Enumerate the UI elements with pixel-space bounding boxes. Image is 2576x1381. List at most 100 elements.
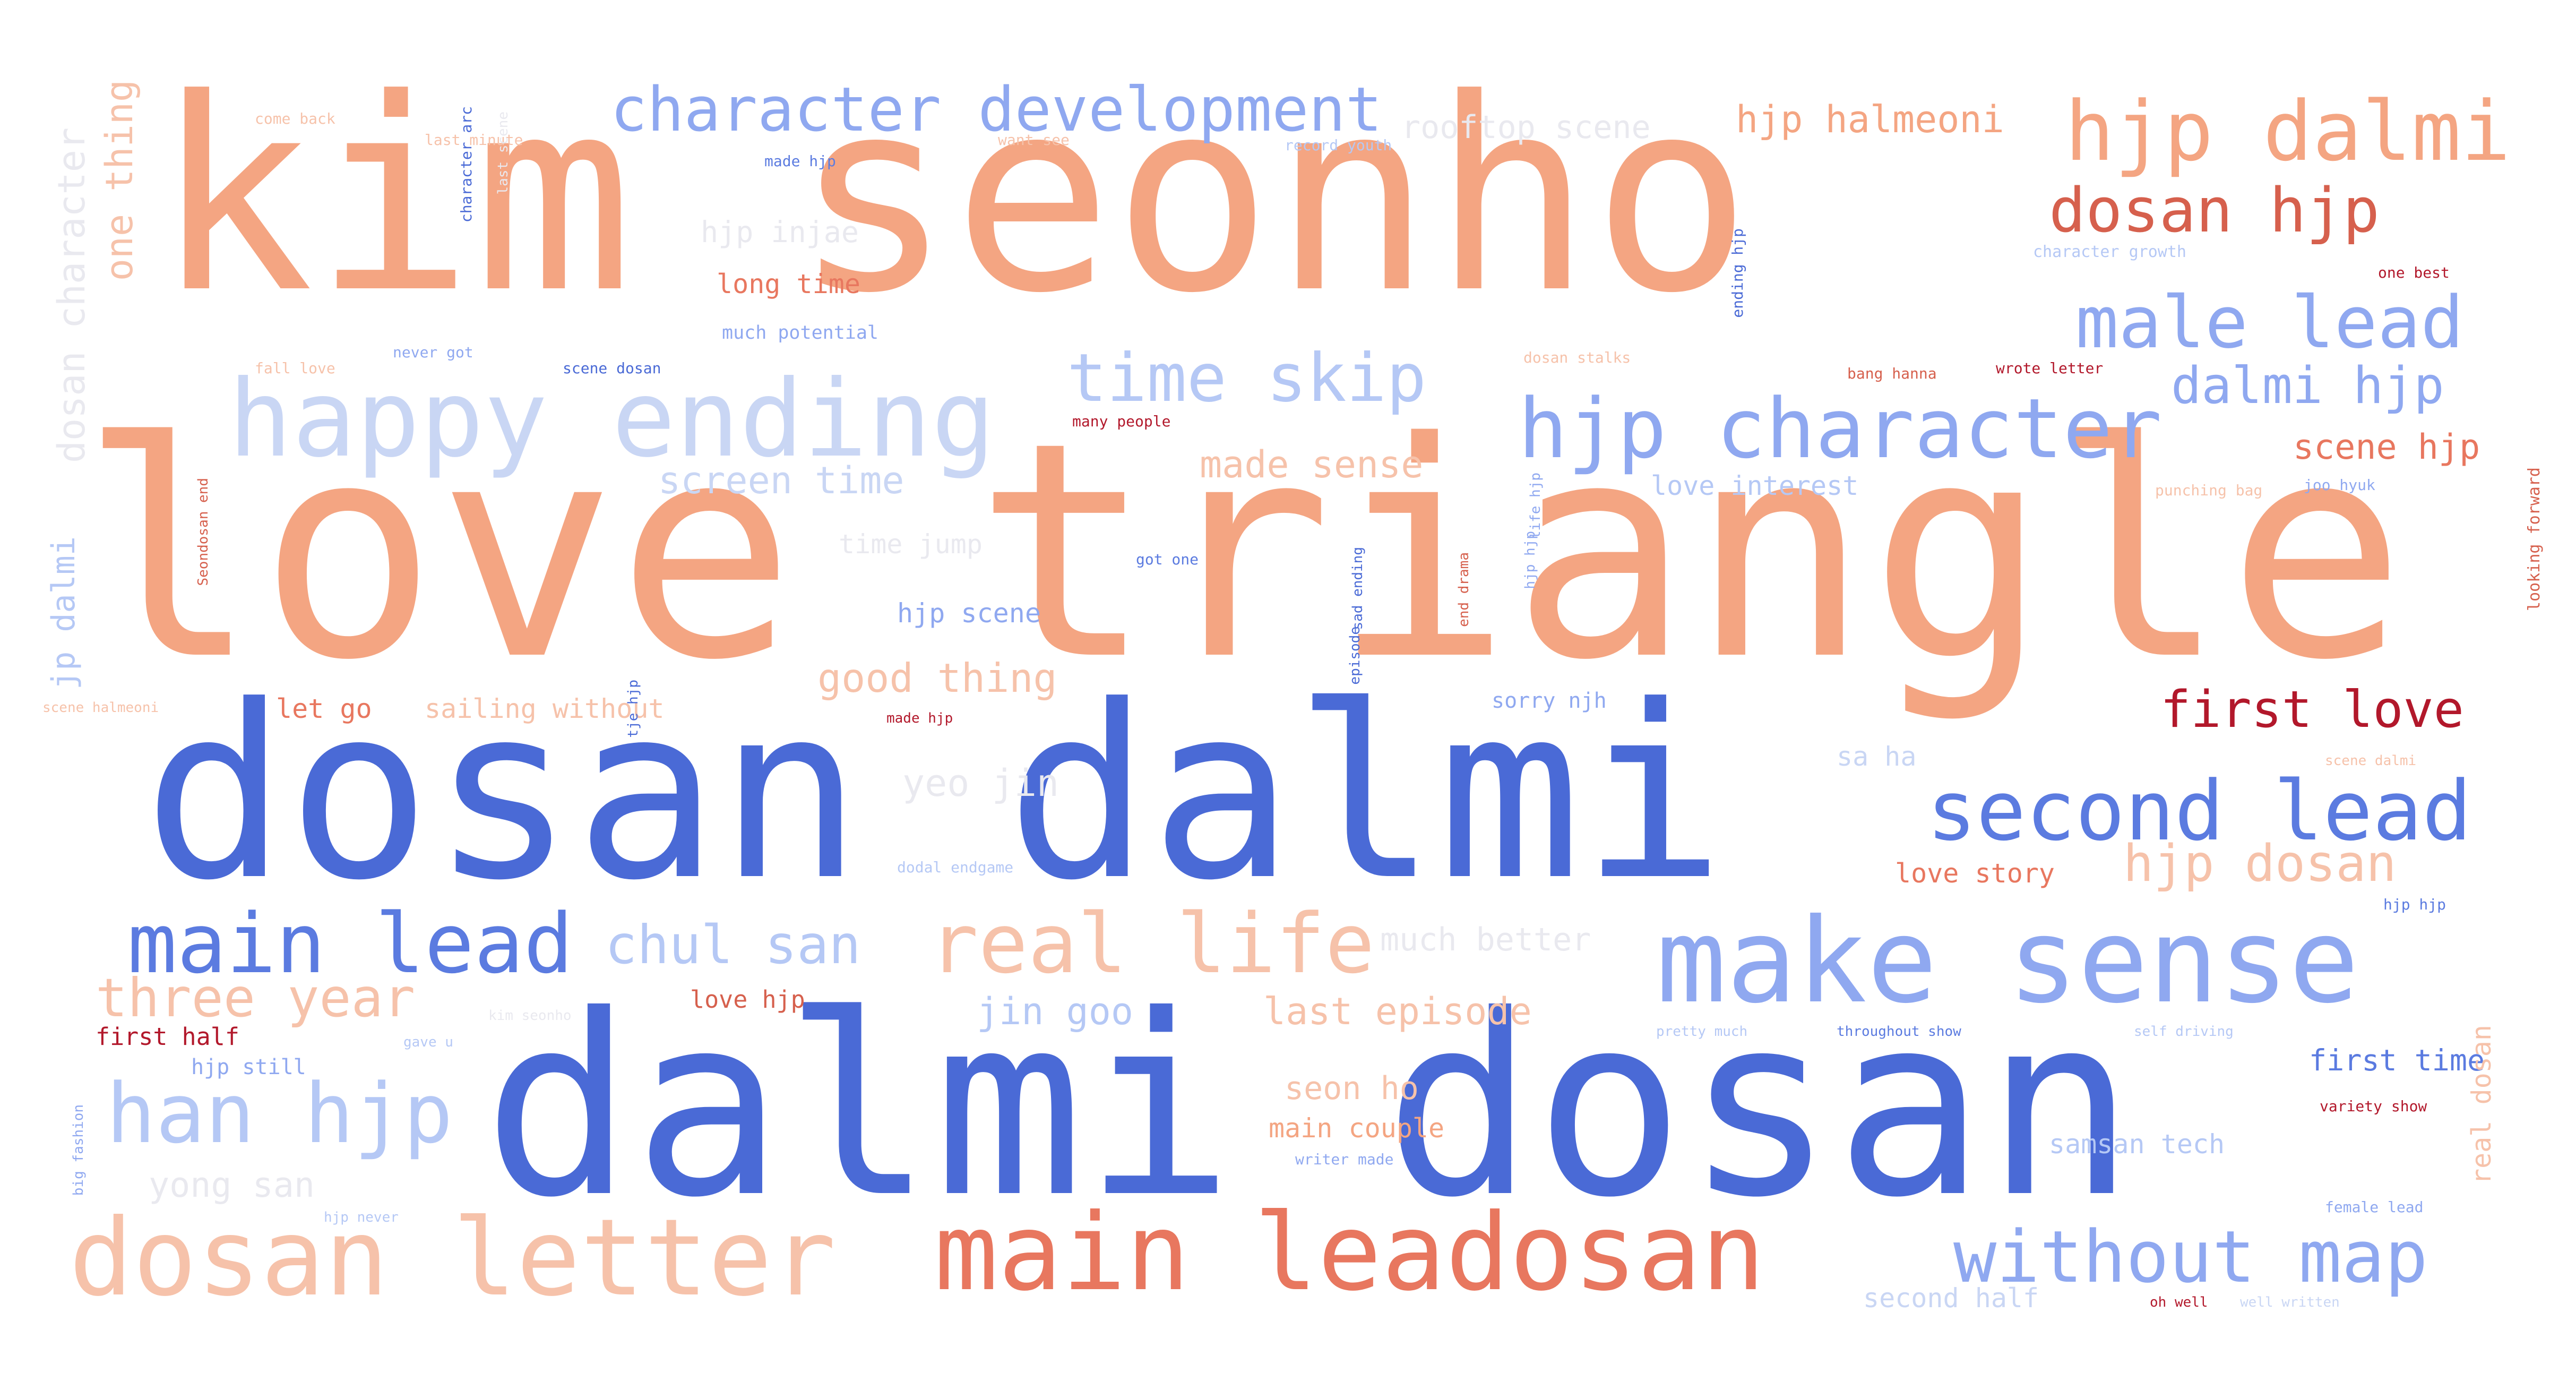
word: second lead	[1927, 763, 2472, 859]
word: sad ending	[1350, 547, 1366, 630]
word: last minute	[425, 131, 523, 149]
word: dosan hjp	[2049, 175, 2380, 246]
word: hjp never	[324, 1210, 399, 1225]
word: bang hanna	[1847, 365, 1937, 382]
word: hjp dosan	[2123, 835, 2397, 893]
word: love story	[1895, 858, 2055, 889]
word: main lead	[127, 896, 573, 992]
word: dosan dalmi	[143, 655, 1726, 933]
word: sorry njh	[1492, 689, 1607, 713]
word: dalmi dosan	[483, 962, 2135, 1252]
word: time jump	[839, 529, 983, 560]
word: rooftop scene	[1401, 109, 1651, 146]
word: last episode	[1263, 990, 1532, 1033]
word: throughout show	[1837, 1024, 1961, 1040]
word: scene dosan	[563, 359, 661, 377]
word: hjp hjp	[2383, 896, 2446, 913]
word: character growth	[2033, 243, 2186, 261]
word: Seondosan end	[195, 478, 211, 586]
word: oh well	[2150, 1294, 2208, 1310]
word: made hjp	[886, 710, 953, 726]
word: hjp dalmi	[2065, 83, 2511, 179]
word: sa ha	[1837, 741, 1917, 772]
word: seon ho	[1285, 1070, 1419, 1107]
word: much potential	[722, 322, 879, 344]
word: character development	[610, 74, 1382, 145]
word: made sense	[1200, 443, 1424, 486]
word: hjp injae	[701, 215, 859, 249]
word: final episode	[1347, 627, 1363, 735]
word: real dosan	[2466, 1025, 2497, 1185]
word: female lead	[2325, 1198, 2424, 1216]
word: han hjp	[106, 1066, 453, 1162]
word: sailing without	[425, 693, 665, 724]
word: jp dalmi	[45, 536, 82, 690]
word: come back	[255, 110, 335, 127]
word: hjp character	[1518, 381, 2163, 477]
word: kim seonho	[488, 1008, 572, 1024]
word: punching bag	[2155, 482, 2263, 499]
word: hjp halmeoni	[1736, 98, 2004, 141]
word: real life	[929, 896, 1375, 992]
word: last scene	[495, 111, 511, 195]
word: time skip	[1067, 340, 1427, 417]
word: well written	[2240, 1294, 2340, 1310]
word: scene halmeoni	[42, 700, 159, 716]
word: dalmi hjp	[2171, 357, 2444, 415]
word: yong san	[149, 1165, 315, 1205]
word: variety show	[2320, 1097, 2427, 1115]
word: one thing	[98, 80, 141, 281]
word: self driving	[2134, 1024, 2234, 1040]
word: writer made	[1295, 1151, 1394, 1168]
word: one best	[2378, 264, 2450, 281]
word: male lead	[2075, 281, 2464, 364]
word: main couple	[1269, 1113, 1445, 1144]
word: second half	[1863, 1283, 2039, 1314]
word: dodal endgame	[897, 859, 1014, 876]
word: looking forward	[2525, 467, 2544, 611]
word: many people	[1072, 413, 1171, 430]
word: joo hyuk	[2304, 476, 2375, 494]
word: dosan stalks	[1523, 349, 1631, 366]
word: got one	[1136, 551, 1199, 568]
word: much better	[1380, 921, 1591, 958]
word: hjp still	[191, 1055, 306, 1079]
word: scene hjp	[2293, 427, 2480, 467]
word: made hjp	[764, 152, 836, 170]
word: want see	[998, 131, 1070, 149]
word: hjp scene	[897, 598, 1041, 629]
word: yeo jin	[902, 761, 1059, 805]
word: without map	[1953, 1215, 2428, 1299]
word: three year	[96, 967, 416, 1029]
word: screen time	[658, 459, 904, 502]
word: first time	[2309, 1043, 2485, 1077]
word: make sense	[1656, 893, 2359, 1029]
word: ending hjp	[1729, 228, 1746, 318]
word: fall love	[255, 359, 335, 377]
word: end drama	[1456, 552, 1472, 627]
word: character arc	[458, 106, 475, 223]
word: scene dalmi	[2325, 753, 2417, 769]
word: dosan character	[50, 127, 93, 464]
word: pretty much	[1656, 1024, 1748, 1040]
word: wrote letter	[1996, 359, 2104, 377]
word: samsan tech	[2049, 1129, 2225, 1160]
word: dosan letter	[69, 1196, 836, 1320]
word: gave u	[403, 1034, 453, 1050]
word: happy ending	[228, 357, 995, 481]
word: let go	[276, 693, 372, 724]
word: never got	[393, 344, 473, 361]
word: chul san	[605, 914, 861, 976]
word: good thing	[817, 655, 1057, 701]
word: love interest	[1651, 470, 1859, 501]
word: first half	[96, 1023, 239, 1051]
word: love triangle	[80, 379, 2406, 725]
word: record youth	[1285, 136, 1392, 154]
word: hjp hjp	[1522, 531, 1538, 589]
word: long time	[717, 269, 860, 299]
word: first love	[2160, 681, 2464, 739]
word: kim seonho	[154, 42, 1752, 351]
word: life hjp	[1528, 473, 1544, 539]
word: tje hjp	[625, 680, 641, 738]
